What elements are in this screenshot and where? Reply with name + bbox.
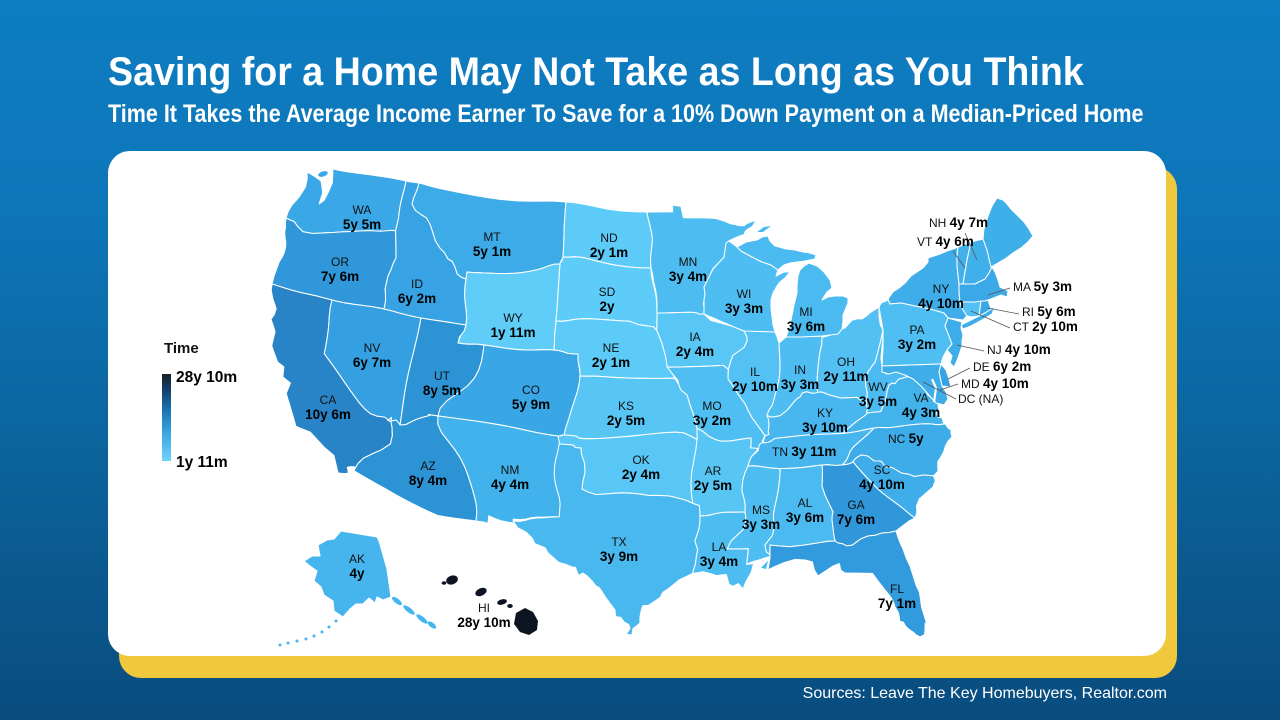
svg-text:2y 11m: 2y 11m	[823, 369, 868, 384]
svg-text:6y 7m: 6y 7m	[353, 355, 391, 370]
svg-text:7y 6m: 7y 6m	[837, 512, 875, 527]
svg-text:3y 5m: 3y 5m	[859, 394, 897, 409]
svg-text:IN: IN	[794, 363, 806, 377]
svg-text:MA 5y 3m: MA 5y 3m	[1013, 279, 1072, 294]
svg-text:2y 1m: 2y 1m	[592, 355, 630, 370]
svg-text:8y 5m: 8y 5m	[423, 383, 461, 398]
svg-text:FL: FL	[890, 582, 904, 596]
svg-text:VA: VA	[913, 391, 928, 405]
svg-text:MD 4y 10m: MD 4y 10m	[961, 376, 1029, 391]
svg-text:SD: SD	[599, 285, 616, 299]
svg-text:NV: NV	[364, 341, 381, 355]
svg-text:3y 9m: 3y 9m	[600, 549, 638, 564]
svg-text:NY: NY	[933, 282, 950, 296]
svg-text:ND: ND	[600, 231, 618, 245]
svg-text:NM: NM	[501, 463, 520, 477]
svg-text:MI: MI	[799, 305, 812, 319]
svg-text:28y 10m: 28y 10m	[176, 369, 237, 386]
svg-text:DC (NA): DC (NA)	[958, 392, 1003, 406]
svg-text:AZ: AZ	[420, 459, 435, 473]
svg-text:AR: AR	[705, 464, 722, 478]
svg-text:5y 9m: 5y 9m	[512, 397, 550, 412]
svg-text:3y 4m: 3y 4m	[669, 269, 707, 284]
svg-text:NH 4y 7m: NH 4y 7m	[929, 215, 988, 230]
svg-text:MT: MT	[483, 230, 501, 244]
svg-text:WY: WY	[503, 311, 522, 325]
svg-text:6y 2m: 6y 2m	[398, 291, 436, 306]
svg-text:4y 4m: 4y 4m	[491, 477, 529, 492]
svg-text:3y 10m: 3y 10m	[802, 420, 848, 435]
svg-text:MS: MS	[752, 503, 770, 517]
svg-text:MN: MN	[679, 255, 698, 269]
svg-text:2y 5m: 2y 5m	[694, 478, 732, 493]
svg-text:GA: GA	[847, 498, 864, 512]
svg-text:MO: MO	[702, 399, 721, 413]
svg-text:3y 6m: 3y 6m	[787, 319, 825, 334]
svg-text:4y 3m: 4y 3m	[902, 405, 940, 420]
svg-text:3y 2m: 3y 2m	[693, 413, 731, 428]
svg-text:2y: 2y	[599, 299, 615, 314]
svg-text:AL: AL	[798, 496, 813, 510]
svg-text:28y 10m: 28y 10m	[457, 615, 510, 630]
svg-text:2y 5m: 2y 5m	[607, 413, 645, 428]
svg-text:4y: 4y	[349, 566, 365, 581]
svg-text:7y 1m: 7y 1m	[878, 596, 916, 611]
svg-text:2y 4m: 2y 4m	[622, 467, 660, 482]
svg-text:Time: Time	[164, 340, 199, 357]
svg-text:DE 6y 2m: DE 6y 2m	[973, 359, 1031, 374]
svg-text:OK: OK	[632, 453, 649, 467]
svg-text:2y 1m: 2y 1m	[590, 245, 628, 260]
svg-text:10y 6m: 10y 6m	[305, 407, 351, 422]
svg-text:1y 11m: 1y 11m	[490, 325, 535, 340]
svg-text:ID: ID	[411, 277, 423, 291]
svg-text:5y 5m: 5y 5m	[343, 217, 381, 232]
svg-text:3y 6m: 3y 6m	[786, 510, 824, 525]
svg-text:WI: WI	[737, 287, 752, 301]
svg-text:8y 4m: 8y 4m	[409, 473, 447, 488]
svg-text:3y 3m: 3y 3m	[742, 517, 780, 532]
svg-text:KS: KS	[618, 399, 634, 413]
svg-text:4y 10m: 4y 10m	[859, 477, 905, 492]
svg-text:IA: IA	[689, 330, 700, 344]
svg-text:OH: OH	[837, 355, 855, 369]
svg-text:WA: WA	[353, 203, 372, 217]
svg-text:OR: OR	[331, 255, 349, 269]
svg-text:3y 3m: 3y 3m	[725, 301, 763, 316]
svg-text:IL: IL	[750, 365, 760, 379]
svg-text:NJ 4y 10m: NJ 4y 10m	[987, 342, 1051, 357]
svg-text:WV: WV	[868, 380, 887, 394]
svg-text:7y 6m: 7y 6m	[321, 269, 359, 284]
svg-text:3y 3m: 3y 3m	[781, 377, 819, 392]
svg-text:5y 1m: 5y 1m	[473, 244, 511, 259]
svg-text:LA: LA	[712, 540, 727, 554]
svg-text:TN 3y 11m: TN 3y 11m	[772, 444, 836, 459]
svg-text:2y 4m: 2y 4m	[676, 344, 714, 359]
svg-text:AK: AK	[349, 552, 365, 566]
svg-text:3y 4m: 3y 4m	[700, 554, 738, 569]
svg-text:NE: NE	[603, 341, 620, 355]
svg-text:CA: CA	[320, 393, 337, 407]
svg-text:4y 10m: 4y 10m	[918, 296, 964, 311]
svg-text:VT 4y 6m: VT 4y 6m	[917, 234, 974, 249]
svg-text:UT: UT	[434, 369, 451, 383]
svg-text:CO: CO	[522, 383, 540, 397]
svg-text:TX: TX	[611, 535, 626, 549]
svg-text:HI: HI	[478, 601, 490, 615]
svg-text:1y 11m: 1y 11m	[176, 454, 228, 471]
svg-text:2y 10m: 2y 10m	[732, 379, 778, 394]
svg-text:SC: SC	[874, 463, 891, 477]
svg-text:NC 5y: NC 5y	[888, 431, 924, 446]
svg-text:RI 5y 6m: RI 5y 6m	[1022, 304, 1076, 319]
svg-text:KY: KY	[817, 406, 833, 420]
svg-text:CT 2y 10m: CT 2y 10m	[1013, 319, 1078, 334]
svg-text:3y 2m: 3y 2m	[898, 337, 936, 352]
svg-text:PA: PA	[909, 323, 924, 337]
